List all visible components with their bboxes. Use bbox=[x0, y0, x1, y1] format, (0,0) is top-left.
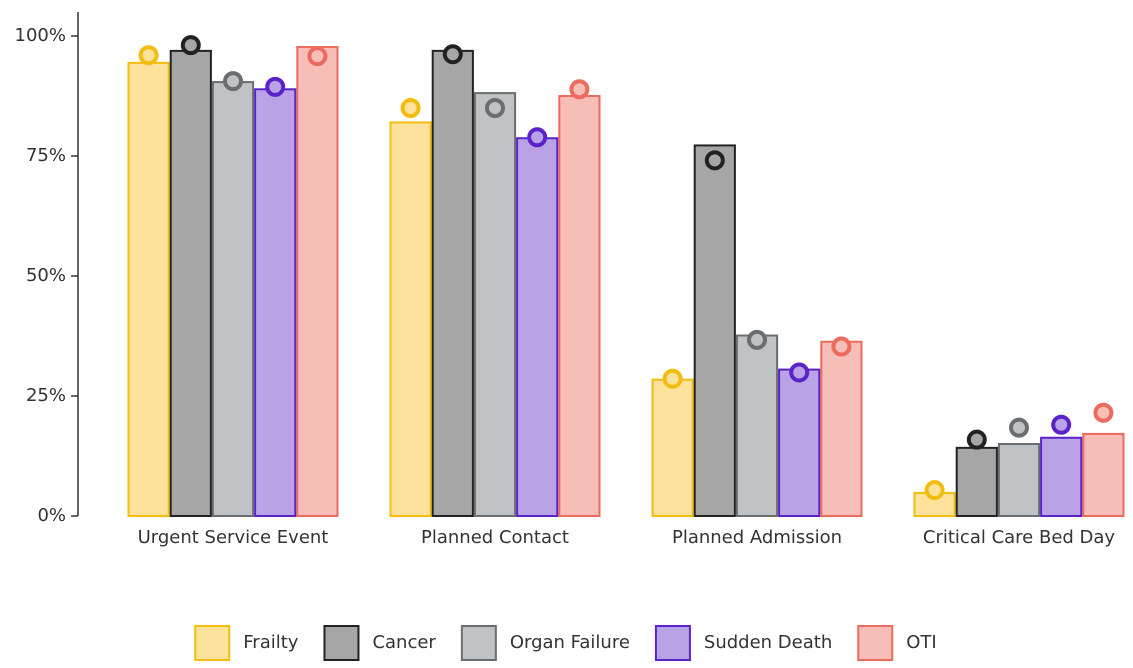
bar bbox=[651, 378, 694, 517]
bar bbox=[955, 446, 998, 517]
point bbox=[527, 127, 548, 148]
bar bbox=[735, 334, 779, 517]
point bbox=[789, 362, 810, 383]
point bbox=[400, 98, 421, 118]
point bbox=[442, 44, 463, 65]
x-tick-label: Urgent Service Event bbox=[138, 527, 329, 548]
bar bbox=[558, 95, 601, 517]
point bbox=[662, 368, 683, 389]
point bbox=[138, 45, 159, 66]
x-tick-label: Planned Admission bbox=[672, 527, 842, 548]
bar bbox=[516, 137, 559, 518]
legend-label: Sudden Death bbox=[704, 632, 832, 653]
point bbox=[747, 329, 767, 350]
point bbox=[1051, 414, 1072, 435]
y-tick-label: 75% bbox=[26, 145, 66, 166]
point bbox=[1009, 417, 1029, 438]
legend-swatch bbox=[323, 625, 360, 661]
bar bbox=[211, 81, 255, 518]
bar bbox=[778, 368, 821, 517]
bar bbox=[431, 49, 474, 517]
legend-swatch bbox=[460, 625, 497, 661]
point bbox=[966, 429, 987, 450]
point bbox=[831, 336, 852, 357]
bar bbox=[389, 121, 432, 518]
legend-swatch bbox=[194, 625, 231, 661]
x-tick-label: Planned Contact bbox=[421, 527, 569, 548]
bar bbox=[820, 340, 863, 518]
point bbox=[1093, 402, 1114, 423]
bar bbox=[169, 49, 212, 517]
y-tick-label: 100% bbox=[15, 25, 66, 46]
y-tick-label: 25% bbox=[26, 385, 66, 406]
point bbox=[265, 76, 286, 97]
point bbox=[307, 46, 328, 67]
point bbox=[180, 35, 201, 56]
point bbox=[569, 79, 590, 100]
point bbox=[485, 98, 505, 118]
point bbox=[924, 480, 945, 501]
y-tick-label: 50% bbox=[26, 265, 66, 286]
legend-swatch bbox=[654, 625, 691, 661]
bar bbox=[473, 92, 517, 518]
point bbox=[223, 71, 243, 92]
y-tick-label: 0% bbox=[37, 505, 66, 526]
bar bbox=[127, 61, 170, 517]
legend-label: Frailty bbox=[243, 632, 299, 653]
bar bbox=[1082, 432, 1125, 518]
bar bbox=[1040, 436, 1083, 518]
legend-label: Cancer bbox=[372, 632, 436, 653]
bar bbox=[997, 443, 1041, 517]
legend-label: Organ Failure bbox=[510, 632, 630, 653]
bar bbox=[296, 46, 339, 517]
point bbox=[704, 150, 725, 171]
bar bbox=[693, 144, 736, 517]
legend-swatch bbox=[857, 625, 894, 661]
legend-label: OTI bbox=[906, 632, 936, 653]
x-tick-label: Critical Care Bed Day bbox=[923, 527, 1116, 548]
bar bbox=[254, 88, 297, 517]
